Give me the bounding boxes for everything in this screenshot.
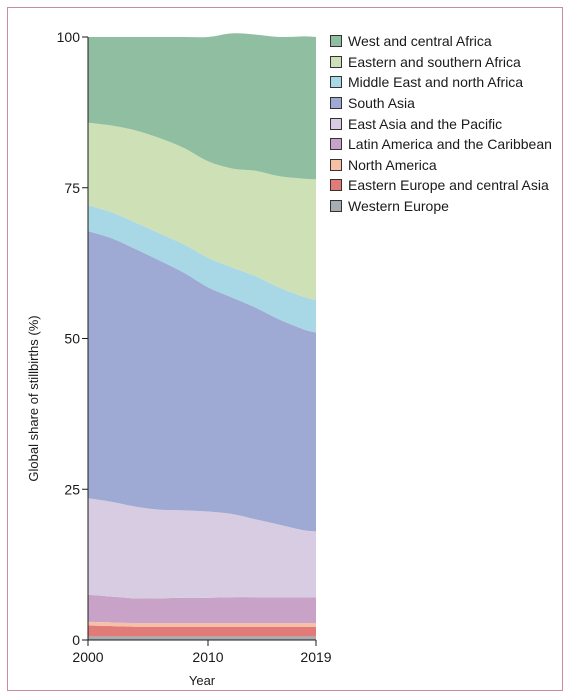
legend-label: East Asia and the Pacific (348, 115, 503, 132)
area-western-europe (88, 636, 316, 640)
legend-swatch (330, 55, 342, 68)
y-tick-label: 50 (64, 331, 80, 347)
area-eastern-and-southern-africa (88, 122, 316, 300)
legend-label: West and central Africa (348, 33, 492, 50)
legend: West and central Africa Eastern and south… (330, 31, 552, 216)
legend-label: Eastern and southern Africa (348, 53, 521, 70)
area-south-asia (88, 231, 316, 532)
legend-label: Eastern Europe and central Asia (348, 177, 549, 194)
stacked-area-chart: 0 25 50 75 100 2000 2010 2019 Year Global share o… (26, 29, 332, 688)
legend-swatch (330, 35, 342, 48)
x-axis-label: Year (189, 673, 216, 688)
y-tick-label: 25 (64, 481, 80, 497)
y-tick-label: 100 (57, 29, 81, 45)
legend-label: Middle East and north Africa (348, 74, 524, 91)
legend-swatch (330, 97, 342, 110)
legend-item-latin-america-and-the-caribbean: Latin America and the Caribbean (330, 134, 552, 155)
x-tick-label: 2010 (192, 649, 223, 665)
area-east-asia-and-the-pacific (88, 498, 316, 599)
y-axis-label: Global share of stillbirths (%) (26, 315, 41, 481)
x-tick-label: 2000 (72, 649, 103, 665)
y-tick-label: 75 (64, 180, 80, 196)
area-west-and-central-africa (88, 33, 316, 180)
area-latin-america-and-the-caribbean (88, 594, 316, 624)
legend-item-south-asia: South Asia (330, 93, 552, 114)
x-tick-label: 2019 (300, 649, 331, 665)
legend-item-middle-east-and-north-africa: Middle East and north Africa (330, 72, 552, 93)
legend-swatch (330, 158, 342, 171)
area-eastern-europe-and-central-asia (88, 625, 316, 637)
y-tick-label: 0 (72, 632, 80, 648)
legend-item-eastern-and-southern-africa: Eastern and southern Africa (330, 52, 552, 73)
area-middle-east-and-north-africa (88, 205, 316, 333)
legend-label: Western Europe (348, 198, 449, 215)
figure-frame: 0 25 50 75 100 2000 2010 2019 Year Global share o… (7, 7, 563, 691)
legend-swatch (330, 117, 342, 130)
legend-swatch (330, 200, 342, 213)
legend-label: Latin America and the Caribbean (348, 136, 552, 153)
legend-item-eastern-europe-and-central-asia: Eastern Europe and central Asia (330, 175, 552, 196)
legend-swatch (330, 179, 342, 192)
area-north-america (88, 621, 316, 627)
legend-item-north-america: North America (330, 155, 552, 176)
legend-label: South Asia (348, 95, 415, 112)
area-layers (88, 33, 316, 640)
legend-item-western-europe: Western Europe (330, 196, 552, 217)
legend-swatch (330, 76, 342, 89)
legend-label: North America (348, 156, 437, 173)
legend-item-west-and-central-africa: West and central Africa (330, 31, 552, 52)
legend-swatch (330, 138, 342, 151)
legend-item-east-asia-and-the-pacific: East Asia and the Pacific (330, 113, 552, 134)
